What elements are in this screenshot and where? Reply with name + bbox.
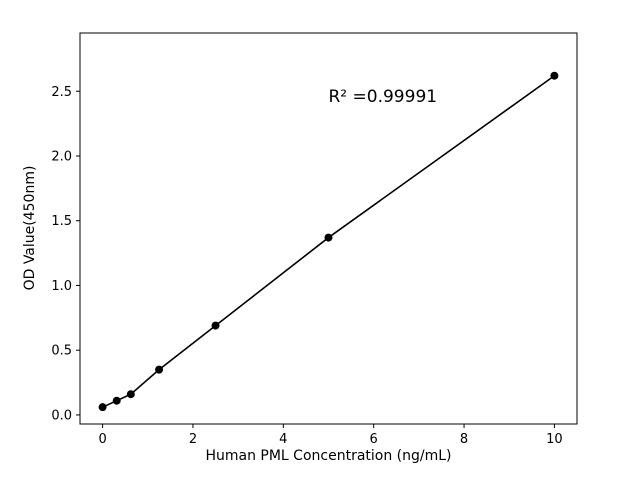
x-tick-label: 8 xyxy=(460,432,468,447)
y-tick-label: 2.5 xyxy=(51,85,72,100)
x-tick-label: 10 xyxy=(546,432,563,447)
y-tick-label: 1.5 xyxy=(51,214,72,229)
data-point xyxy=(126,390,135,399)
x-tick-label: 4 xyxy=(279,432,287,447)
y-tick-label: 0.5 xyxy=(51,344,72,359)
data-point xyxy=(98,403,107,412)
axes-frame xyxy=(79,32,578,425)
data-point xyxy=(112,396,121,405)
data-point xyxy=(324,233,333,242)
y-tick-label: 2.0 xyxy=(51,149,72,164)
r-squared-annotation: R² =0.99991 xyxy=(328,87,438,108)
data-point xyxy=(211,321,220,330)
x-tick-label: 2 xyxy=(189,432,197,447)
x-tick-label: 6 xyxy=(370,432,378,447)
y-tick-label: 1.0 xyxy=(51,279,72,294)
data-point xyxy=(550,71,559,80)
x-tick-label: 0 xyxy=(98,432,106,447)
y-axis-label: OD Value(450nm) xyxy=(22,165,38,291)
x-axis-label: Human PML Concentration (ng/mL) xyxy=(205,448,452,464)
y-tick-label: 0.0 xyxy=(51,408,72,423)
data-point xyxy=(155,365,164,374)
